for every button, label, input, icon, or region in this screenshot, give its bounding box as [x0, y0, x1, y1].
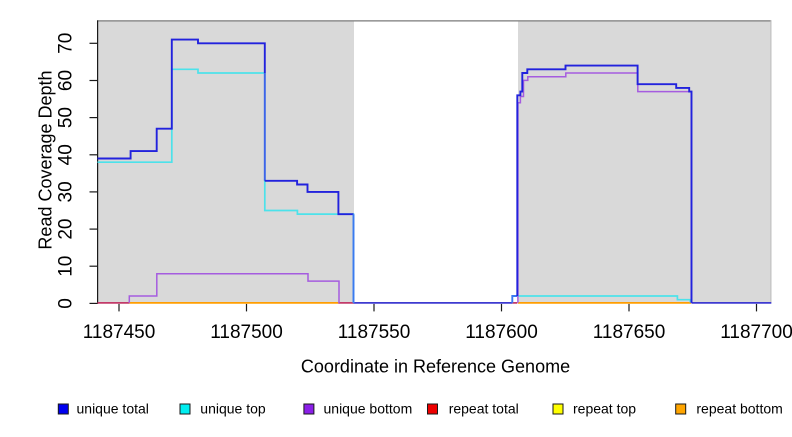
- svg-text:unique top: unique top: [200, 401, 266, 417]
- svg-text:1187500: 1187500: [210, 322, 283, 343]
- svg-text:repeat bottom: repeat bottom: [696, 401, 782, 417]
- svg-text:1187650: 1187650: [593, 322, 666, 343]
- svg-text:repeat top: repeat top: [573, 401, 636, 417]
- svg-text:unique bottom: unique bottom: [324, 401, 413, 417]
- svg-text:unique total: unique total: [77, 401, 149, 417]
- svg-text:30: 30: [56, 181, 77, 202]
- svg-text:1187700: 1187700: [720, 322, 792, 343]
- svg-text:1187600: 1187600: [465, 322, 538, 343]
- svg-text:40: 40: [56, 144, 77, 165]
- svg-text:0: 0: [56, 298, 77, 309]
- svg-text:1187450: 1187450: [83, 322, 156, 343]
- svg-text:10: 10: [56, 256, 77, 277]
- svg-text:Read Coverage Depth: Read Coverage Depth: [36, 70, 56, 249]
- svg-text:Coordinate in Reference Genome: Coordinate in Reference Genome: [301, 357, 570, 377]
- svg-text:20: 20: [56, 219, 77, 240]
- svg-text:repeat total: repeat total: [449, 401, 519, 417]
- svg-text:1187550: 1187550: [338, 322, 411, 343]
- svg-text:60: 60: [56, 70, 77, 91]
- svg-text:50: 50: [56, 107, 77, 128]
- svg-text:70: 70: [56, 33, 77, 54]
